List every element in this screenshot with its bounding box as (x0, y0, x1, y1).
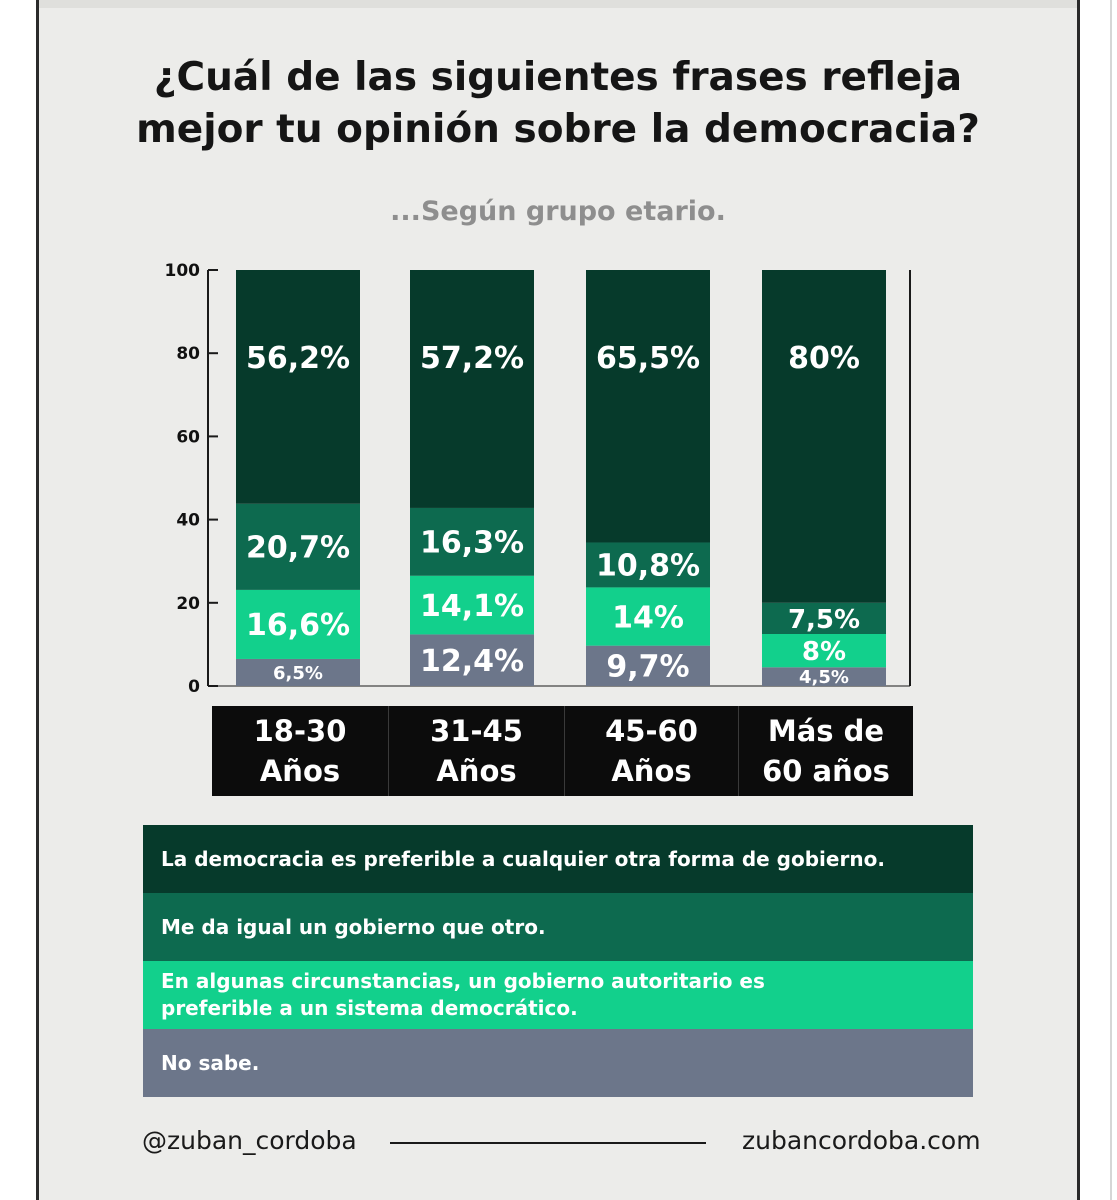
bar-segment (410, 270, 534, 508)
legend-item: Me da igual un gobierno que otro. (143, 893, 973, 961)
bar-value-label: 16,3% (420, 526, 524, 561)
category-separator (738, 706, 739, 796)
bar-segment (586, 587, 710, 646)
bar-segment (586, 645, 710, 686)
legend-text: Me da igual un gobierno que otro. (161, 914, 546, 939)
bar-value-label: 20,7% (246, 531, 350, 566)
bar-segment (410, 507, 534, 576)
category-label: 18-30 Años (212, 706, 388, 796)
bar-segment (762, 602, 886, 634)
right-border (1077, 0, 1080, 1200)
category-text: 31-45 Años (430, 714, 523, 788)
category-label: 45-60 Años (565, 706, 738, 796)
y-tick-label: 0 (188, 677, 200, 697)
bar-value-label: 6,5% (273, 663, 323, 684)
bar-segment (762, 270, 886, 603)
top-strip (39, 0, 1077, 8)
category-label: Más de 60 años (739, 706, 913, 796)
bar-segment (586, 542, 710, 588)
bar-value-label: 14,1% (420, 589, 524, 624)
bar-value-label: 12,4% (420, 644, 524, 679)
legend-text: La democracia es preferible a cualquier … (161, 846, 885, 871)
legend-item: No sabe. (143, 1029, 973, 1097)
title-line-1: ¿Cuál de las siguientes frases refleja (153, 55, 963, 100)
bar-segment (410, 634, 534, 686)
footer-divider (390, 1142, 706, 1144)
bar-value-label: 14% (612, 600, 684, 635)
stacked-bar-chart: 0 20 40 60 80 100 6,5% 16,6% 20,7% 56,2% 12,4% 14,1… (165, 261, 911, 697)
website-link[interactable]: zubancordoba.com (742, 1126, 981, 1155)
y-tick-label: 60 (176, 427, 200, 447)
bar-segment (586, 270, 710, 543)
bar-segment (236, 658, 360, 686)
y-tick-label: 20 (176, 594, 200, 614)
legend-text: En algunas circunstancias, un gobierno a… (161, 969, 765, 1020)
bar-segment (410, 575, 534, 635)
bar-value-label: 57,2% (420, 341, 524, 376)
bar-value-label: 16,6% (246, 608, 350, 643)
bar-value-label: 9,7% (606, 650, 689, 685)
category-text: 18-30 Años (253, 714, 347, 788)
legend-text: No sabe. (161, 1050, 260, 1075)
bar-value-label: 8% (802, 637, 846, 667)
bar-value-label: 56,2% (246, 341, 350, 376)
y-tick-label: 40 (176, 511, 200, 531)
bar-value-label: 65,5% (596, 341, 700, 376)
right-edge (1110, 0, 1112, 1200)
title-line-2: mejor tu opinión sobre la democracia? (136, 107, 980, 152)
category-label: 31-45 Años (389, 706, 564, 796)
legend-item: La democracia es preferible a cualquier … (143, 825, 973, 893)
y-tick-label: 100 (165, 261, 201, 281)
bar-value-label: 7,5% (788, 605, 860, 635)
category-text: Más de 60 años (762, 714, 890, 788)
left-border (36, 0, 39, 1200)
chart-subtitle: ...Según grupo etario. (390, 196, 726, 227)
bar-segment (236, 270, 360, 504)
bar-segment (762, 667, 886, 686)
bar-segment (762, 634, 886, 668)
twitter-handle[interactable]: @zuban_cordoba (142, 1126, 357, 1155)
category-separator (388, 706, 389, 796)
bar-segment (236, 503, 360, 590)
category-text: 45-60 Años (605, 714, 698, 788)
bar-segment (236, 589, 360, 659)
legend-item: En algunas circunstancias, un gobierno a… (143, 961, 973, 1029)
bar-value-label: 80% (788, 341, 860, 376)
chart-title: ¿Cuál de las siguientes frases refleja m… (39, 52, 1077, 156)
category-separator (564, 706, 565, 796)
bar-value-label: 4,5% (799, 667, 849, 688)
y-tick-label: 80 (176, 344, 200, 364)
bar-value-label: 10,8% (596, 549, 700, 584)
